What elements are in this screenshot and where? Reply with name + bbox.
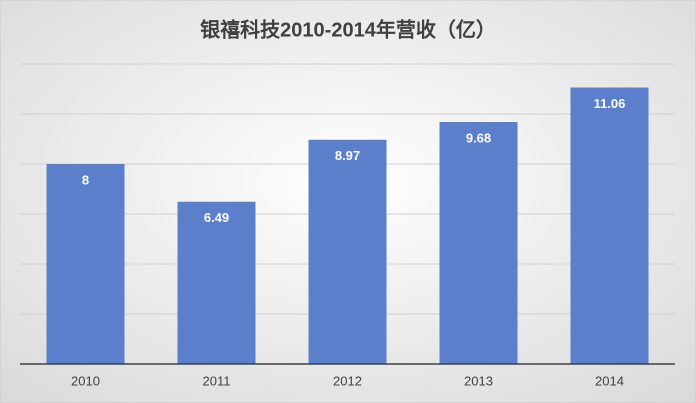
bar bbox=[308, 139, 387, 364]
value-label: 8.97 bbox=[335, 148, 360, 163]
value-label: 11.06 bbox=[594, 96, 626, 111]
x-tick-label: 2011 bbox=[203, 373, 231, 388]
value-label: 8 bbox=[82, 172, 89, 187]
bar bbox=[46, 164, 125, 364]
chart-title: 银禧科技2010-2014年营收（亿） bbox=[200, 17, 496, 41]
x-tick-label: 2014 bbox=[595, 373, 624, 388]
bar bbox=[177, 201, 256, 364]
x-tick-label: 2012 bbox=[333, 373, 362, 388]
bar bbox=[570, 87, 649, 364]
x-tick-label: 2013 bbox=[464, 373, 493, 388]
bar bbox=[439, 122, 518, 364]
value-label: 9.68 bbox=[466, 130, 491, 145]
x-tick-label: 2010 bbox=[71, 373, 100, 388]
value-label: 6.49 bbox=[204, 210, 229, 225]
